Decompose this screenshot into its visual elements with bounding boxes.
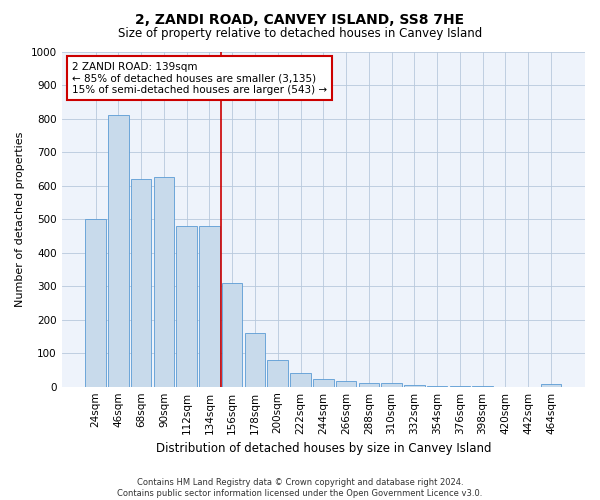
Text: Size of property relative to detached houses in Canvey Island: Size of property relative to detached ho… [118,28,482,40]
Bar [382,384,402,386]
Bar [85,219,106,386]
Text: Contains HM Land Registry data © Crown copyright and database right 2024.
Contai: Contains HM Land Registry data © Crown c… [118,478,482,498]
Bar [245,333,265,386]
Y-axis label: Number of detached properties: Number of detached properties [15,132,25,307]
Text: 2, ZANDI ROAD, CANVEY ISLAND, SS8 7HE: 2, ZANDI ROAD, CANVEY ISLAND, SS8 7HE [136,12,464,26]
Text: 2 ZANDI ROAD: 139sqm
← 85% of detached houses are smaller (3,135)
15% of semi-de: 2 ZANDI ROAD: 139sqm ← 85% of detached h… [72,62,327,95]
Bar [222,283,242,387]
Bar [176,226,197,386]
Bar [131,179,151,386]
Bar [154,177,174,386]
Bar [336,380,356,386]
Bar [290,372,311,386]
Bar [108,115,128,386]
Bar [404,385,425,386]
Bar [199,226,220,386]
X-axis label: Distribution of detached houses by size in Canvey Island: Distribution of detached houses by size … [155,442,491,455]
Bar [313,380,334,386]
Bar [268,360,288,386]
Bar [541,384,561,386]
Bar [359,384,379,386]
